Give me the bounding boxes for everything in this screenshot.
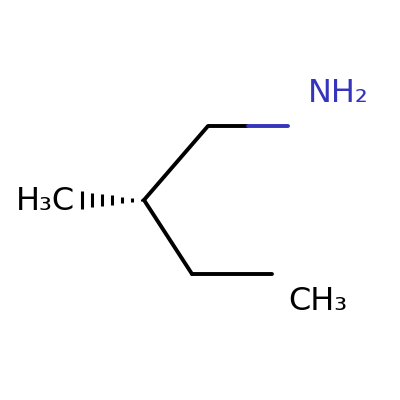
Text: H₃C: H₃C bbox=[16, 186, 75, 217]
Text: NH₂: NH₂ bbox=[308, 78, 369, 110]
Text: CH₃: CH₃ bbox=[288, 286, 347, 318]
